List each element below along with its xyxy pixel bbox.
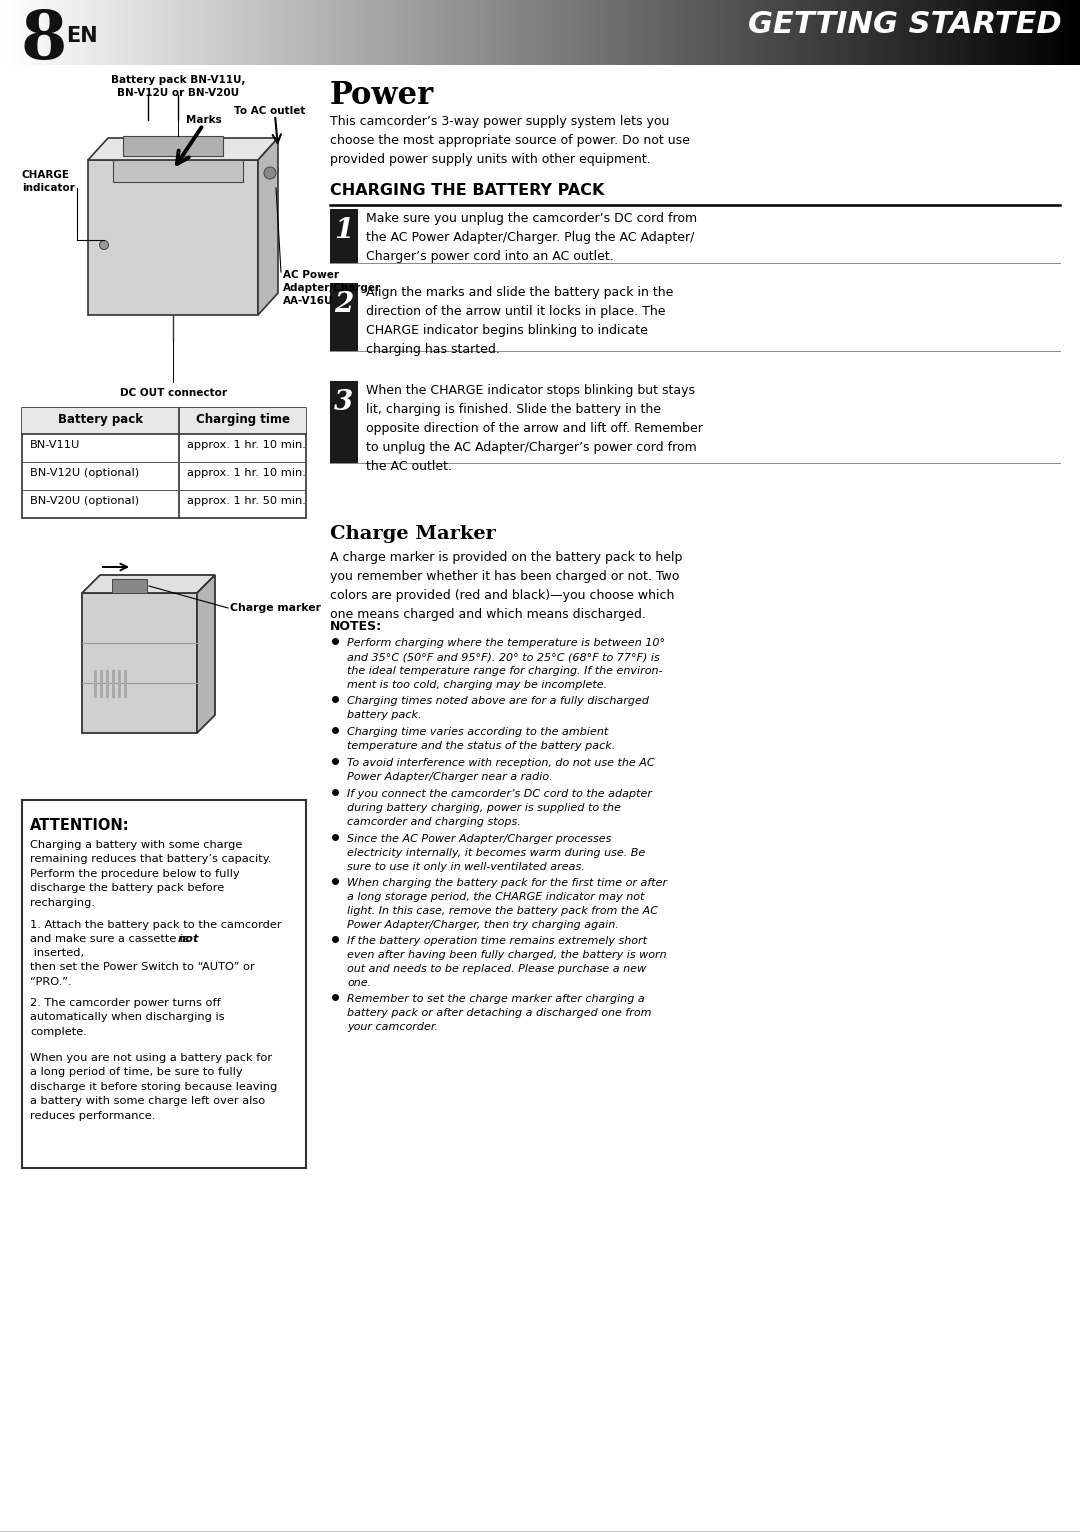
Text: Charging a battery with some charge
remaining reduces that battery’s capacity.
P: Charging a battery with some charge rema… (30, 840, 271, 908)
Text: not: not (178, 934, 200, 944)
Text: A charge marker is provided on the battery pack to help
you remember whether it : A charge marker is provided on the batte… (330, 550, 683, 621)
Bar (330, 208, 357, 264)
Text: inserted,
then set the Power Switch to “AUTO” or
“PRO.”.: inserted, then set the Power Switch to “… (30, 947, 255, 987)
Bar (106, 670, 109, 698)
Text: Charging time varies according to the ambient
temperature and the status of the : Charging time varies according to the am… (347, 727, 616, 751)
Bar (330, 382, 357, 463)
Text: If the battery operation time remains extremely short
even after having been ful: If the battery operation time remains ex… (347, 937, 666, 987)
Text: When you are not using a battery pack for
a long period of time, be sure to full: When you are not using a battery pack fo… (30, 1053, 278, 1121)
Bar (124, 670, 127, 698)
Text: Power: Power (330, 80, 434, 110)
Bar (100, 670, 103, 698)
Text: Battery pack BN-V11U,
BN-V12U or BN-V20U: Battery pack BN-V11U, BN-V12U or BN-V20U (111, 75, 245, 98)
Text: Marks: Marks (186, 115, 221, 126)
Text: If you connect the camcorder’s DC cord to the adapter
during battery charging, p: If you connect the camcorder’s DC cord t… (347, 789, 652, 826)
Circle shape (99, 241, 108, 250)
Text: Align the marks and slide the battery pack in the
direction of the arrow until i: Align the marks and slide the battery pa… (366, 287, 673, 356)
Polygon shape (123, 136, 222, 156)
Text: To avoid interference with reception, do not use the AC
Power Adapter/Charger ne: To avoid interference with reception, do… (347, 757, 654, 782)
Bar (112, 670, 114, 698)
Text: Since the AC Power Adapter/Charger processes
electricity internally, it becomes : Since the AC Power Adapter/Charger proce… (347, 834, 645, 871)
Text: When charging the battery pack for the first time or after
a long storage period: When charging the battery pack for the f… (347, 878, 667, 931)
Text: EN: EN (66, 26, 97, 46)
Text: approx. 1 hr. 10 min.: approx. 1 hr. 10 min. (187, 468, 306, 478)
Polygon shape (87, 159, 258, 314)
Text: When the CHARGE indicator stops blinking but stays
lit, charging is finished. Sl: When the CHARGE indicator stops blinking… (366, 383, 703, 474)
Polygon shape (82, 593, 197, 733)
Text: This camcorder’s 3-way power supply system lets you
choose the most appropriate : This camcorder’s 3-way power supply syst… (330, 115, 690, 166)
Bar (118, 670, 121, 698)
Text: 1. Attach the battery pack to the camcorder
and make sure a cassette is: 1. Attach the battery pack to the camcor… (30, 920, 282, 944)
Text: 2: 2 (335, 291, 353, 317)
Polygon shape (258, 138, 278, 314)
Text: 1: 1 (335, 218, 353, 244)
Text: Charging times noted above are for a fully discharged
battery pack.: Charging times noted above are for a ful… (347, 696, 649, 721)
Text: approx. 1 hr. 10 min.: approx. 1 hr. 10 min. (187, 440, 306, 451)
Text: GETTING STARTED: GETTING STARTED (748, 11, 1062, 38)
Text: CHARGING THE BATTERY PACK: CHARGING THE BATTERY PACK (330, 182, 605, 198)
Bar (22, 408, 306, 434)
Polygon shape (113, 159, 243, 182)
Text: Remember to set the charge marker after charging a
battery pack or after detachi: Remember to set the charge marker after … (347, 993, 651, 1032)
Text: 3: 3 (335, 389, 353, 415)
Text: Make sure you unplug the camcorder’s DC cord from
the AC Power Adapter/Charger. : Make sure you unplug the camcorder’s DC … (366, 212, 697, 264)
Text: approx. 1 hr. 50 min.: approx. 1 hr. 50 min. (187, 497, 306, 506)
Text: Perform charging where the temperature is between 10°
and 35°C (50°F and 95°F). : Perform charging where the temperature i… (347, 638, 665, 690)
Text: To AC outlet: To AC outlet (233, 106, 305, 117)
Text: 8: 8 (21, 8, 66, 74)
Bar (22, 800, 306, 1168)
Bar (22, 408, 306, 518)
Text: BN-V20U (optional): BN-V20U (optional) (30, 497, 139, 506)
Polygon shape (82, 575, 215, 593)
Text: DC OUT connector: DC OUT connector (120, 388, 227, 399)
Text: Battery pack: Battery pack (58, 412, 143, 426)
Text: BN-V12U (optional): BN-V12U (optional) (30, 468, 139, 478)
Circle shape (264, 167, 276, 179)
Text: AC Power
Adapter/Charger
AA-V16U: AC Power Adapter/Charger AA-V16U (283, 270, 381, 307)
Bar (330, 284, 357, 351)
Polygon shape (197, 575, 215, 733)
Text: Charge marker: Charge marker (230, 602, 321, 613)
Bar (112, 579, 147, 593)
Text: NOTES:: NOTES: (330, 619, 382, 633)
Text: ATTENTION:: ATTENTION: (30, 819, 130, 832)
Text: Charge Marker: Charge Marker (330, 524, 496, 543)
Text: Charging time: Charging time (195, 412, 289, 426)
Bar (94, 670, 97, 698)
Text: CHARGE
indicator: CHARGE indicator (22, 170, 75, 193)
Text: 2. The camcorder power turns off
automatically when discharging is
complete.: 2. The camcorder power turns off automat… (30, 998, 225, 1036)
Polygon shape (87, 138, 278, 159)
Text: BN-V11U: BN-V11U (30, 440, 80, 451)
